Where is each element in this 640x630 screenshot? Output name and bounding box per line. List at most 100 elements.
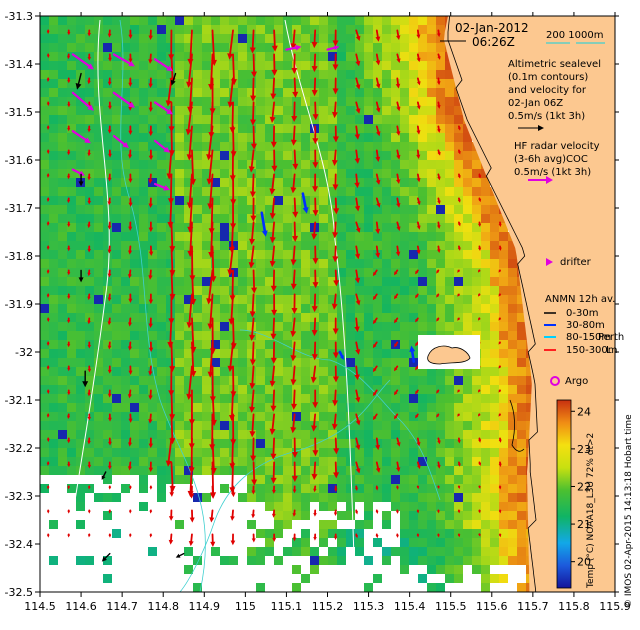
sst-cell [85,313,94,322]
altimetry-arrow-shaft [416,29,420,36]
sst-cell [265,133,274,142]
sst-cell [211,223,220,232]
altimetry-arrow-head [355,84,361,90]
sst-cell [454,286,463,295]
sst-cell [319,70,328,79]
sst-cell [355,385,364,394]
sst-cell [445,286,454,295]
altimetry-arrow-head [375,179,381,185]
sst-cell [319,250,328,259]
altimetry-arrow [375,461,381,473]
sst-cell [184,304,193,313]
sst-cell [436,268,445,277]
sst-cell [337,124,346,133]
sst-cell [283,241,292,250]
sst-cell [175,457,184,466]
sst-cell [76,187,85,196]
altimetry-arrow [457,149,461,155]
altimetry-arrow-head [127,346,133,351]
sst-cell [166,16,175,25]
altimetry-arrow [477,389,481,393]
altimetry-arrow [149,509,153,514]
sst-cell [508,277,517,286]
sst-cell [58,457,67,466]
sst-cell [130,241,139,250]
altimetry-arrow [477,317,481,321]
sst-cell [292,52,301,61]
sst-cell [157,484,166,493]
sst-cell [301,160,310,169]
altimetry-arrow-head [498,341,502,345]
sst-cell [283,268,292,277]
sst-cell [202,160,211,169]
sst-cell [283,466,292,475]
altimetry-arrow [354,485,359,491]
sst-cell [58,97,67,106]
sst-cell [256,133,265,142]
sst-cell [463,529,472,538]
sst-cell [148,403,157,412]
sst-cell [499,250,508,259]
sst-cell [328,385,337,394]
sst-cell [355,313,364,322]
sst-cell [319,133,328,142]
sst-cell [40,322,49,331]
altimetry-arrow [331,101,338,119]
sst-cell [337,160,346,169]
sst-cell [481,583,490,592]
altimetry-arrow-shaft [188,365,193,395]
sst-cell [130,232,139,241]
sst-cell [319,466,328,475]
sst-cell [481,502,490,511]
sst-cell [274,466,283,475]
sst-cell [481,259,490,268]
altimetry-arrow-head [436,294,440,298]
sst-cell [337,151,346,160]
sst-cell [76,34,85,43]
sst-cell [103,322,112,331]
sst-cell [337,475,346,484]
altimetry-arrow-shaft [293,197,297,213]
sst-cell [184,241,193,250]
sst-cell [328,367,337,376]
hf-radar-arrow-head [295,44,302,51]
sst-cell [427,178,436,187]
sst-cell [517,358,526,367]
anmn-arrow-head [170,79,176,86]
sst-cell [85,187,94,196]
sst-cell [292,223,301,232]
sst-cell [112,16,121,25]
sst-cell [130,115,139,124]
sst-cell [148,232,157,241]
sst-cell [346,142,355,151]
sst-cell [40,214,49,223]
altimetry-arrow-head [46,270,50,274]
altimetry-arrow [416,101,421,110]
sst-cell [274,448,283,457]
altimetry-arrow-head [230,540,236,546]
sst-cell [274,214,283,223]
sst-cell [301,286,310,295]
altimetry-arrow-head [169,492,174,497]
sst-cell [382,259,391,268]
sst-cell [49,79,58,88]
altimetry-arrow-head [396,226,401,231]
altimetry-arrow-head [457,293,460,297]
sst-cell [499,493,508,502]
sst-cell [247,367,256,376]
sst-cell [337,493,346,502]
sst-cell [193,430,202,439]
sst-cell [193,61,202,70]
altimetry-arrow-head [396,106,401,112]
sst-cell [238,223,247,232]
sst-cell [328,529,337,538]
sst-cell [346,403,355,412]
sst-cell [76,394,85,403]
sst-cell [256,385,265,394]
sst-cell [76,520,85,529]
sst-cell [409,286,418,295]
sst-cell [391,124,400,133]
altimetry-arrow [354,125,360,140]
sst-cell [301,376,310,385]
sst-cell [382,214,391,223]
